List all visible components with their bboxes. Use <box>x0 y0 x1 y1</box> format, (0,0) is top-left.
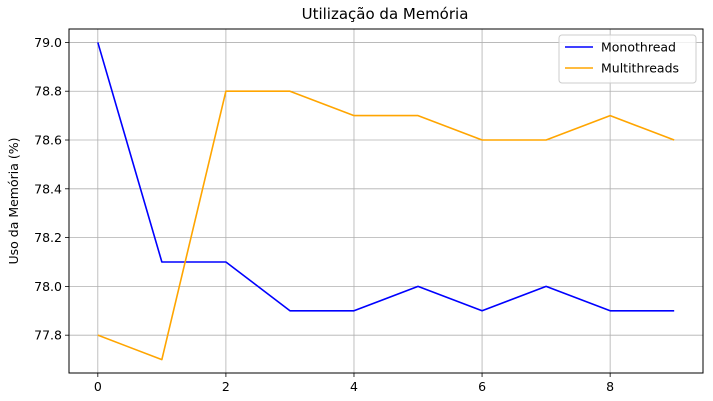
plot-frame <box>68 28 704 374</box>
legend-label: Multithreads <box>601 61 679 76</box>
y-tick-label: 79.0 <box>34 35 62 50</box>
y-tick-label: 78.4 <box>34 181 62 196</box>
y-tick-label: 78.0 <box>34 279 62 294</box>
legend-label: Monothread <box>601 40 676 55</box>
y-tick-label: 78.8 <box>34 84 62 99</box>
y-tick-label: 78.2 <box>34 230 62 245</box>
y-tick-label: 78.6 <box>34 133 62 148</box>
x-tick-label: 2 <box>222 379 230 394</box>
grid <box>69 29 703 373</box>
y-axis: 77.8 78.0 78.2 78.4 78.6 78.8 79.0 <box>34 35 69 343</box>
series-line-multithreads <box>97 90 675 361</box>
x-tick-label: 6 <box>478 379 486 394</box>
series-layer <box>97 42 675 361</box>
legend-box <box>558 34 697 84</box>
x-tick-label: 4 <box>350 379 358 394</box>
y-tick-label: 77.8 <box>34 328 62 343</box>
legend: Monothread Multithreads <box>558 34 697 84</box>
x-tick-label: 0 <box>94 379 102 394</box>
x-axis: 0 2 4 6 8 <box>94 373 614 394</box>
chart-title: Utilização da Memória <box>302 5 469 23</box>
series-line-monothread <box>97 42 675 312</box>
x-tick-label: 8 <box>606 379 614 394</box>
y-axis-label: Uso da Memória (%) <box>6 137 21 264</box>
